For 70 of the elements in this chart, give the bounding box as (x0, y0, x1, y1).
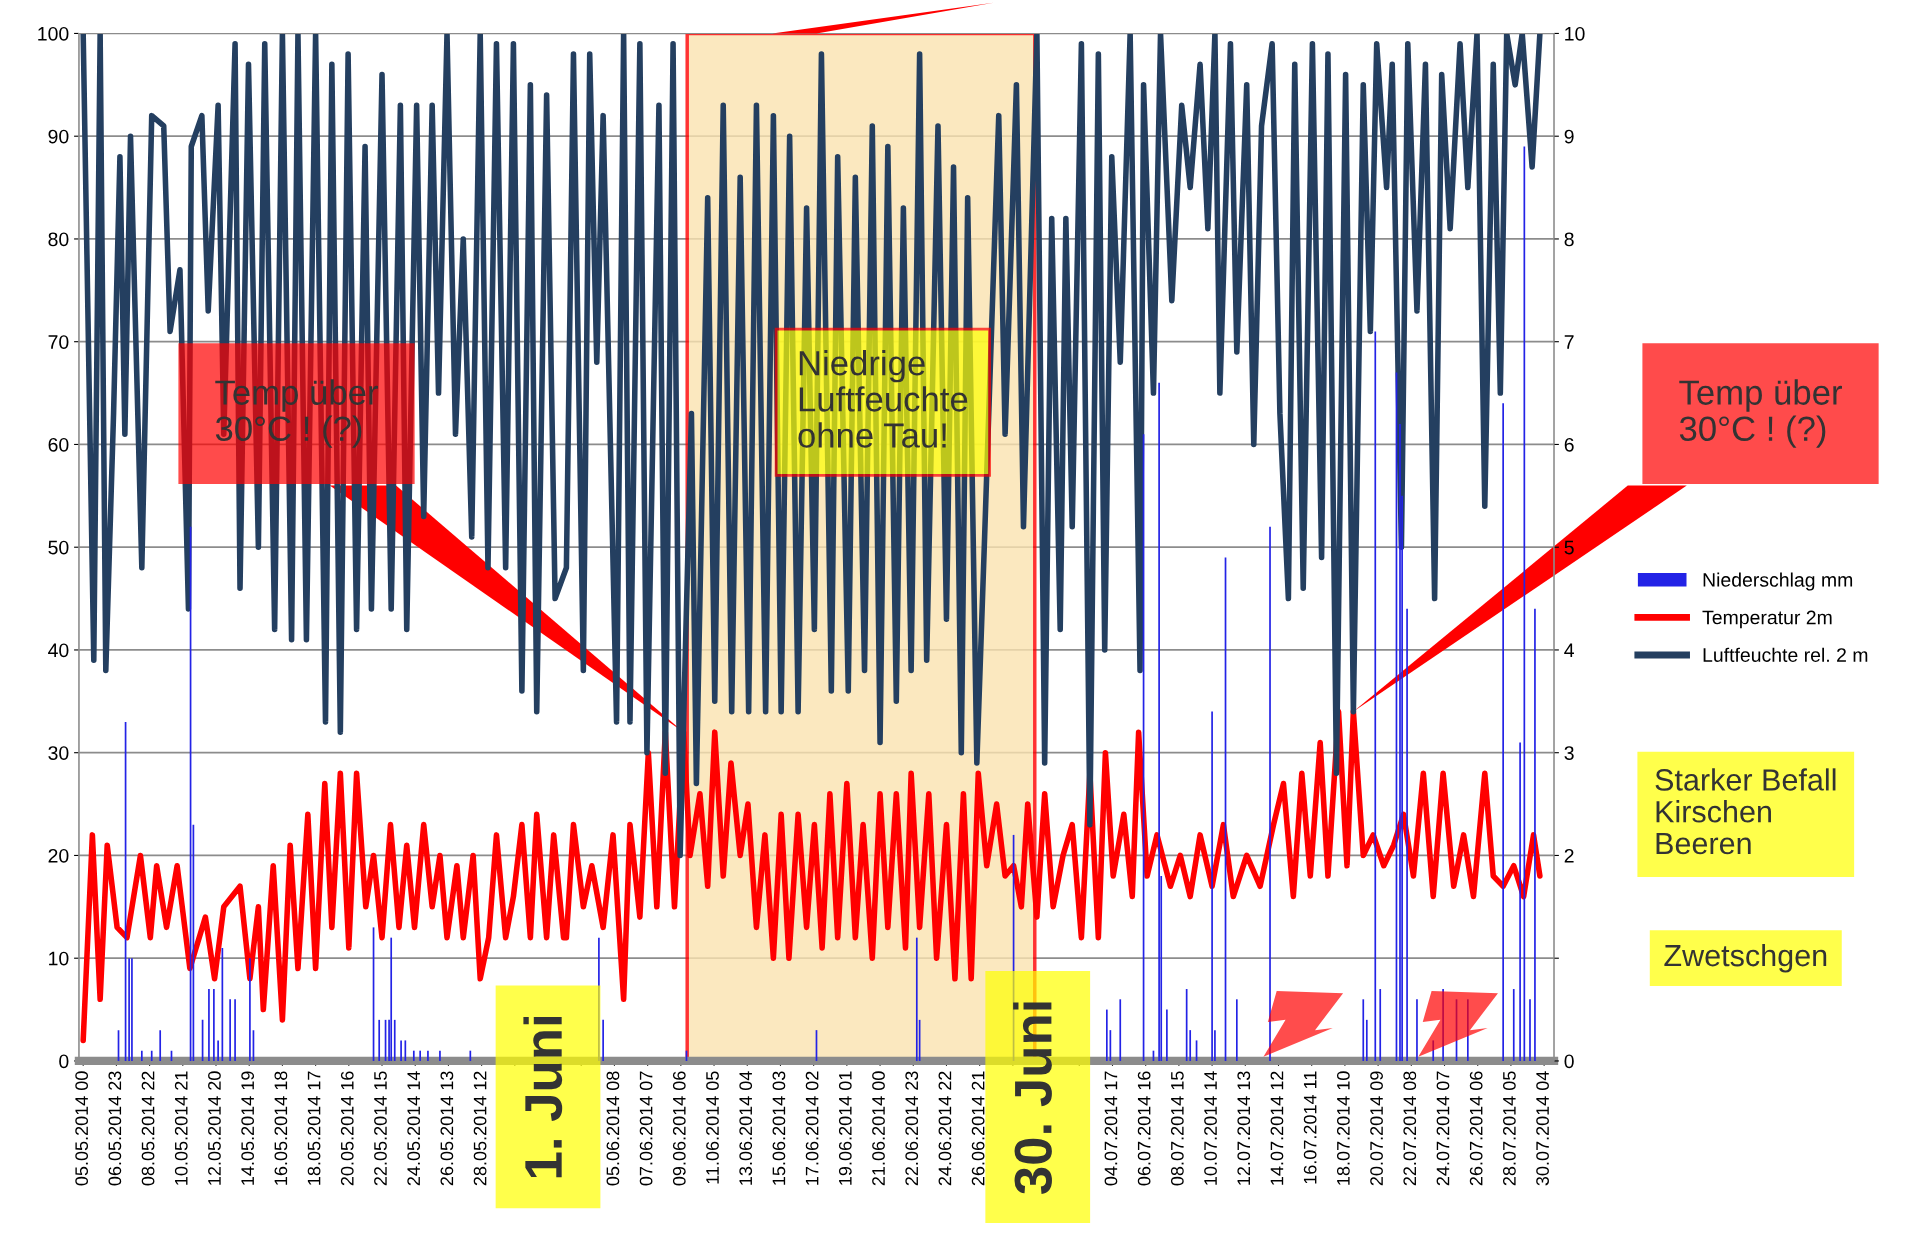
y-tick-label: 20 (48, 848, 69, 863)
y-tick-label: 60 (48, 437, 69, 452)
x-tick-label: 07.06.2014 07 (639, 1071, 653, 1186)
x-tick-label: 13.06.2014 04 (739, 1071, 753, 1185)
y2-tick-label: 4 (1564, 643, 1574, 657)
y-tick-label: 80 (48, 232, 69, 247)
annotation: 1. Juni (523, 1017, 563, 1178)
x-tick-label: 15.06.2014 03 (772, 1071, 786, 1185)
x-tick-label: 05.05.2014 00 (75, 1071, 89, 1186)
x-tick-label: 14.05.2014 19 (241, 1071, 255, 1185)
y-tick-label: 30 (48, 746, 69, 760)
annotation: 30. Juni (1013, 1002, 1052, 1194)
x-tick-label: 05.06.2014 08 (606, 1071, 620, 1186)
y2-tick-label: 0 (1564, 1054, 1574, 1069)
y-tick-label: 70 (48, 335, 69, 349)
y-tick-label: 100 (38, 26, 69, 41)
y2-tick-label: 7 (1564, 335, 1574, 349)
x-tick-label: 18.05.2014 17 (307, 1071, 321, 1185)
y-tick-label: 10 (49, 951, 69, 966)
x-tick-label: 20.05.2014 16 (340, 1071, 354, 1186)
x-tick-label: 30.07.2014 04 (1536, 1071, 1549, 1186)
x-tick-label: 22.07.2014 08 (1403, 1071, 1417, 1186)
x-tick-label: 18.07.2014 10 (1336, 1071, 1350, 1185)
x-tick-label: 04.07.2014 17 (1104, 1071, 1118, 1186)
x-tick-label: 10.07.2014 14 (1204, 1071, 1217, 1185)
x-tick-label: 12.07.2014 13 (1237, 1071, 1251, 1185)
annotation: Temp über 30°C ! (?) (215, 379, 378, 448)
y2-tick-label: 3 (1564, 746, 1574, 760)
legend-label: Luftfeuchte rel. 2 m (1703, 647, 1868, 662)
x-tick-label: 28.07.2014 05 (1502, 1071, 1516, 1186)
legend-label: Temperatur 2m (1702, 610, 1832, 629)
x-tick-label: 19.06.2014 01 (838, 1071, 852, 1185)
x-tick-label: 12.05.2014 20 (208, 1071, 221, 1185)
y2-tick-label: 6 (1564, 437, 1574, 452)
x-tick-label: 06.07.2014 16 (1137, 1071, 1151, 1186)
x-tick-label: 06.05.2014 23 (108, 1071, 122, 1186)
y2-tick-label: 2 (1564, 848, 1574, 863)
x-tick-label: 21.06.2014 00 (872, 1071, 885, 1186)
x-tick-label: 26.07.2014 06 (1469, 1071, 1483, 1186)
legend-label: Niederschlag mm (1703, 572, 1853, 591)
y-tick-label: 40 (48, 643, 69, 658)
y-tick-label: 50 (48, 540, 69, 555)
x-tick-label: 24.07.2014 07 (1436, 1071, 1450, 1186)
text: Zwetschgen (1664, 943, 1827, 973)
x-tick-label: 08.07.2014 15 (1170, 1071, 1184, 1186)
y-tick-label: 0 (59, 1054, 69, 1069)
x-tick-label: 11.06.2014 05 (706, 1071, 719, 1184)
y-tick-label: 90 (48, 129, 69, 144)
text: Temp über 30°C ! (?) (1679, 379, 1842, 448)
x-tick-label: 26.06.2014 21 (971, 1071, 985, 1186)
x-tick-label: 26.05.2014 13 (440, 1071, 454, 1186)
x-tick-label: 10.05.2014 21 (174, 1071, 188, 1185)
x-tick-label: 09.06.2014 06 (672, 1071, 686, 1186)
y2-tick-label: 5 (1564, 540, 1574, 555)
annotation: Niedrige Luftfeuchte ohne Tau! (798, 350, 968, 448)
x-tick-label: 08.05.2014 22 (141, 1071, 155, 1186)
x-tick-label: 24.06.2014 22 (938, 1071, 952, 1186)
x-tick-label: 24.05.2014 14 (407, 1071, 421, 1186)
text: Starker Befall Kirschen Beeren (1655, 768, 1836, 855)
y2-tick-label: 10 (1565, 26, 1585, 41)
x-tick-label: 28.05.2014 12 (473, 1071, 487, 1186)
x-tick-label: 16.05.2014 18 (274, 1071, 288, 1185)
x-tick-label: 16.07.2014 11 (1303, 1071, 1317, 1184)
x-tick-label: 22.06.2014 23 (905, 1071, 919, 1186)
x-tick-label: 22.05.2014 15 (374, 1071, 387, 1186)
y2-tick-label: 8 (1564, 232, 1574, 247)
x-tick-label: 17.06.2014 02 (805, 1071, 819, 1185)
x-tick-label: 14.07.2014 12 (1270, 1071, 1284, 1185)
y2-tick-label: 9 (1564, 129, 1574, 144)
x-tick-label: 20.07.2014 09 (1370, 1071, 1383, 1186)
